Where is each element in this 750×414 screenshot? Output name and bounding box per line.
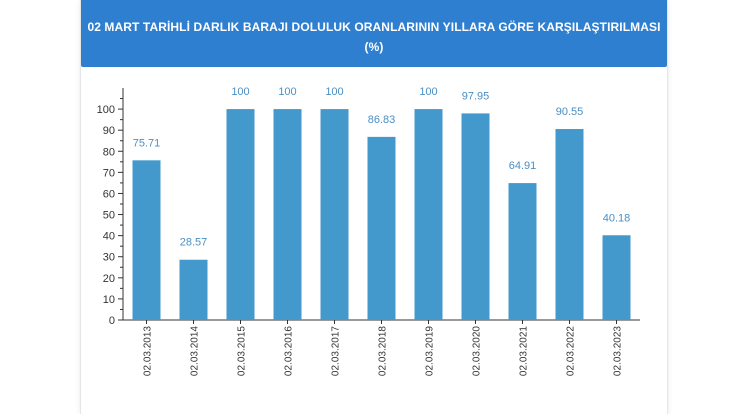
chart-header: 02 MART TARİHLİ DARLIK BARAJI DOLULUK OR… bbox=[81, 0, 667, 67]
y-tick-label: 0 bbox=[109, 315, 115, 327]
x-tick-label: 02.03.2014 bbox=[190, 326, 201, 376]
bar-02.03.2015 bbox=[226, 109, 255, 320]
bar-02.03.2021 bbox=[508, 183, 537, 320]
data-label: 28.57 bbox=[180, 237, 208, 249]
x-tick-label: 02.03.2021 bbox=[519, 326, 530, 376]
y-tick-label: 50 bbox=[103, 210, 115, 222]
bar-02.03.2023 bbox=[602, 235, 631, 320]
y-tick-label: 70 bbox=[103, 167, 115, 179]
x-tick-label: 02.03.2015 bbox=[237, 326, 248, 376]
y-tick-label: 80 bbox=[103, 146, 115, 158]
x-tick-label: 02.03.2017 bbox=[331, 326, 342, 376]
y-tick-label: 90 bbox=[103, 125, 115, 137]
bar-02.03.2018 bbox=[367, 136, 396, 320]
x-tick-label: 02.03.2023 bbox=[613, 326, 624, 376]
bar-02.03.2019 bbox=[414, 109, 443, 320]
chart-title: 02 MART TARİHLİ DARLIK BARAJI DOLULUK OR… bbox=[87, 20, 661, 34]
y-tick-label: 10 bbox=[103, 294, 115, 306]
x-tick-label: 02.03.2013 bbox=[143, 326, 154, 376]
data-label: 64.91 bbox=[509, 160, 537, 172]
data-label: 100 bbox=[325, 86, 343, 98]
data-label: 40.18 bbox=[603, 212, 631, 224]
data-label: 100 bbox=[419, 86, 437, 98]
data-label: 97.95 bbox=[462, 90, 490, 102]
y-tick-label: 30 bbox=[103, 252, 115, 264]
y-tick-label: 100 bbox=[97, 104, 115, 116]
x-tick-label: 02.03.2016 bbox=[284, 326, 295, 376]
data-label: 100 bbox=[231, 86, 249, 98]
data-label: 75.71 bbox=[133, 137, 161, 149]
y-tick-label: 40 bbox=[103, 231, 115, 243]
x-tick-label: 02.03.2018 bbox=[378, 326, 389, 376]
bar-02.03.2014 bbox=[179, 259, 208, 320]
x-tick-label: 02.03.2020 bbox=[472, 326, 483, 376]
y-tick-label: 20 bbox=[103, 273, 115, 285]
bar-02.03.2016 bbox=[273, 109, 302, 320]
y-tick-label: 60 bbox=[103, 188, 115, 200]
chart-subtitle: (%) bbox=[364, 40, 384, 54]
x-tick-label: 02.03.2022 bbox=[566, 326, 577, 376]
bar-02.03.2017 bbox=[320, 109, 349, 320]
bar-02.03.2022 bbox=[555, 129, 584, 320]
bar-02.03.2013 bbox=[132, 160, 161, 320]
x-tick-label: 02.03.2019 bbox=[425, 326, 436, 376]
data-label: 90.55 bbox=[556, 106, 584, 118]
bar-02.03.2020 bbox=[461, 113, 490, 320]
data-label: 86.83 bbox=[368, 114, 396, 126]
data-label: 100 bbox=[278, 86, 296, 98]
